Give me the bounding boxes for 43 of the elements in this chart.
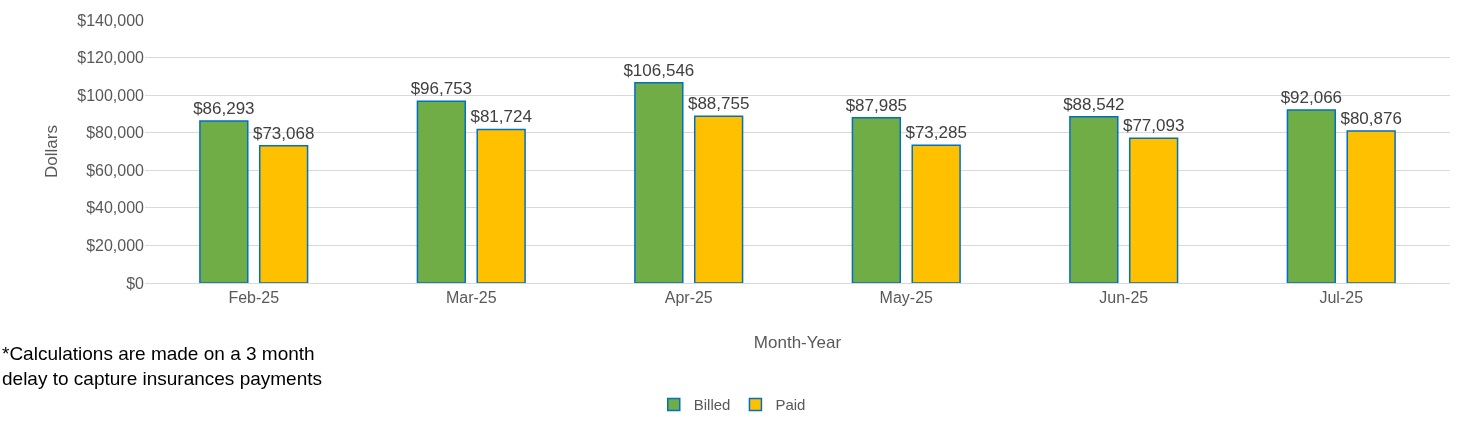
data-label: $88,542 <box>1063 94 1125 114</box>
bar <box>1069 115 1119 283</box>
legend-label: Billed <box>693 396 731 414</box>
y-tick-label: $60,000 <box>86 161 145 179</box>
data-label: $88,755 <box>687 94 750 114</box>
legend-label: Paid <box>775 396 806 414</box>
y-tick-label: $0 <box>126 274 145 292</box>
bar <box>1286 109 1337 283</box>
x-tick-label: Mar-25 <box>445 289 497 307</box>
bar <box>258 144 309 283</box>
bar <box>416 100 467 283</box>
bar <box>851 116 902 283</box>
y-tick-label: $20,000 <box>86 237 145 255</box>
y-tick-label: $100,000 <box>77 86 145 104</box>
bar <box>1346 130 1396 283</box>
text: *Calculations are made on a 3 month delay to capture insurances payments <box>2 343 323 389</box>
data-label: $73,068 <box>252 123 315 143</box>
bar <box>634 82 684 283</box>
x-tick-label: Jul-25 <box>1319 289 1364 307</box>
data-label: $81,724 <box>470 107 532 127</box>
bar <box>911 144 961 283</box>
data-label: $86,293 <box>193 98 255 118</box>
x-axis-title: Month-Year <box>753 332 842 352</box>
x-tick-label: Feb-25 <box>228 289 280 307</box>
y-tick-label: $40,000 <box>86 199 145 217</box>
y-axis-title: Dollars <box>41 125 61 178</box>
data-label: $77,093 <box>1122 116 1185 136</box>
data-label: $87,985 <box>845 95 908 115</box>
data-label: $73,285 <box>905 123 967 143</box>
bar <box>1128 137 1179 283</box>
bar <box>199 120 249 283</box>
data-label: $80,876 <box>1340 109 1402 129</box>
bar <box>693 115 744 283</box>
x-tick-label: Apr-25 <box>664 289 713 307</box>
y-tick-label: $140,000 <box>77 11 145 29</box>
data-label: $96,753 <box>410 79 473 99</box>
bar <box>476 128 526 283</box>
y-tick-label: $120,000 <box>77 49 145 67</box>
y-tick-label: $80,000 <box>86 124 145 142</box>
data-label: $106,546 <box>623 60 695 80</box>
data-label: $92,066 <box>1280 88 1343 108</box>
x-tick-label: May-25 <box>879 289 934 307</box>
x-tick-label: Jun-25 <box>1099 289 1149 307</box>
